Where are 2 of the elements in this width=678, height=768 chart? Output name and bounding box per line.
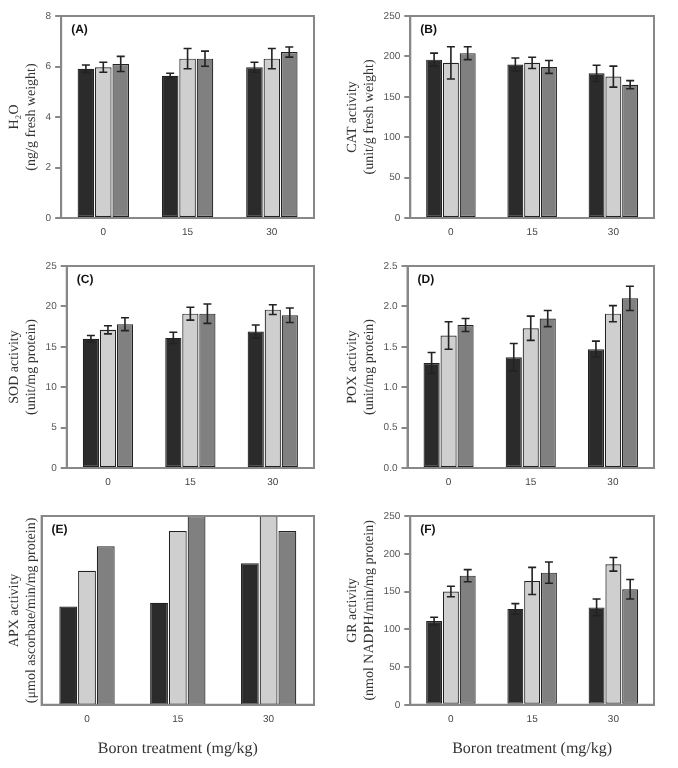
- x-axis-title: Boron treatment (mg/kg): [452, 738, 613, 757]
- x-axis-title: Boron treatment (mg/kg): [97, 738, 259, 757]
